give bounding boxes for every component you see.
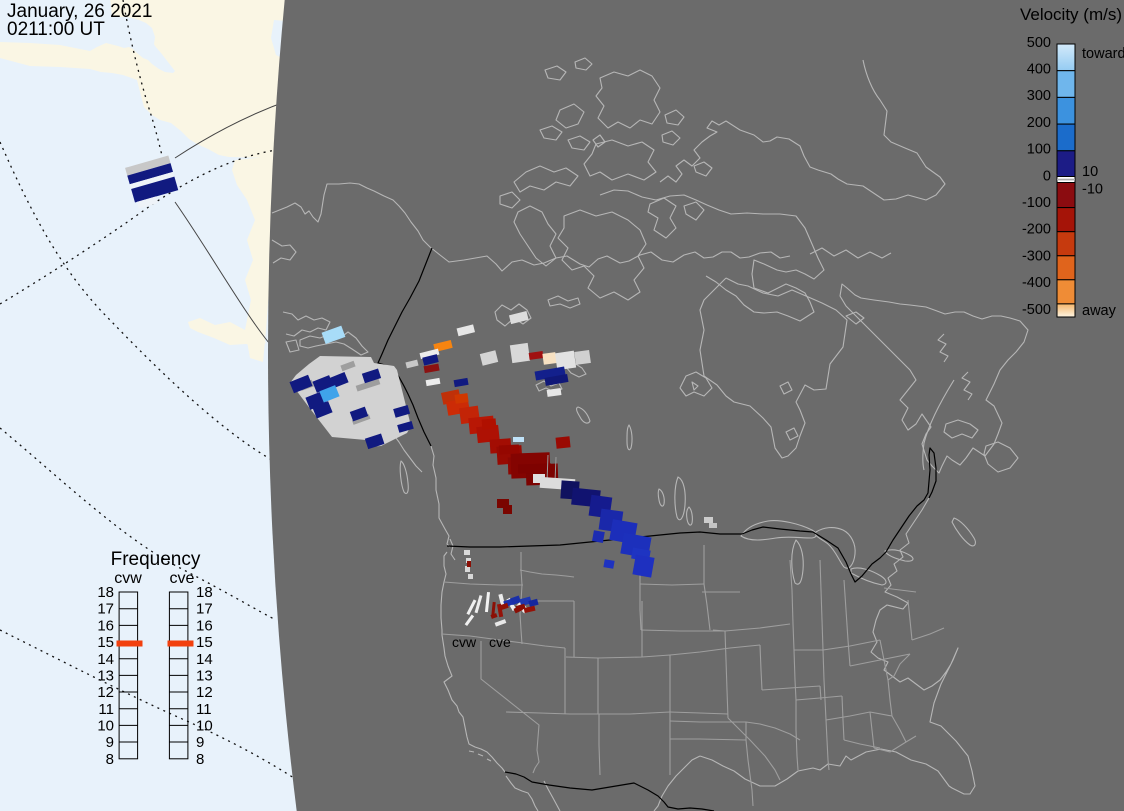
svg-text:10: 10	[1082, 164, 1098, 180]
svg-text:-200: -200	[1022, 222, 1051, 238]
svg-text:13: 13	[196, 667, 213, 684]
svg-text:11: 11	[98, 701, 114, 718]
svg-text:200: 200	[1027, 115, 1051, 131]
svg-text:Velocity (m/s): Velocity (m/s)	[1020, 5, 1122, 24]
svg-text:10: 10	[97, 717, 114, 734]
svg-text:cvw: cvw	[114, 570, 142, 587]
svg-text:-300: -300	[1022, 248, 1051, 264]
svg-text:14: 14	[97, 651, 114, 668]
svg-text:-100: -100	[1022, 195, 1051, 211]
svg-text:17: 17	[196, 601, 213, 618]
svg-text:cve: cve	[489, 634, 511, 650]
svg-text:16: 16	[97, 617, 114, 634]
svg-text:12: 12	[97, 684, 114, 701]
svg-text:-10: -10	[1082, 182, 1103, 198]
svg-text:cvw: cvw	[452, 634, 477, 650]
svg-text:-500: -500	[1022, 302, 1051, 318]
svg-text:14: 14	[196, 651, 213, 668]
svg-text:away: away	[1082, 303, 1117, 319]
svg-text:8: 8	[196, 751, 204, 768]
svg-text:18: 18	[196, 584, 213, 601]
svg-text:16: 16	[196, 617, 213, 634]
svg-text:15: 15	[97, 634, 114, 651]
svg-text:January, 26 2021: January, 26 2021	[7, 1, 152, 22]
svg-text:100: 100	[1027, 142, 1051, 158]
svg-text:500: 500	[1027, 35, 1051, 51]
svg-text:cve: cve	[170, 570, 195, 587]
svg-text:Frequency: Frequency	[111, 549, 201, 570]
svg-text:9: 9	[196, 734, 204, 751]
svg-text:17: 17	[97, 601, 114, 618]
svg-text:10: 10	[196, 717, 213, 734]
svg-text:0211:00 UT: 0211:00 UT	[7, 19, 105, 40]
svg-text:9: 9	[106, 734, 114, 751]
svg-text:-400: -400	[1022, 275, 1051, 291]
svg-text:13: 13	[97, 667, 114, 684]
svg-text:18: 18	[97, 584, 114, 601]
svg-text:0: 0	[1043, 168, 1051, 184]
svg-text:toward: toward	[1082, 46, 1124, 62]
svg-text:8: 8	[106, 751, 114, 768]
svg-text:300: 300	[1027, 88, 1051, 104]
svg-text:11: 11	[196, 701, 212, 718]
svg-text:15: 15	[196, 634, 213, 651]
svg-text:12: 12	[196, 684, 213, 701]
svg-text:400: 400	[1027, 62, 1051, 78]
